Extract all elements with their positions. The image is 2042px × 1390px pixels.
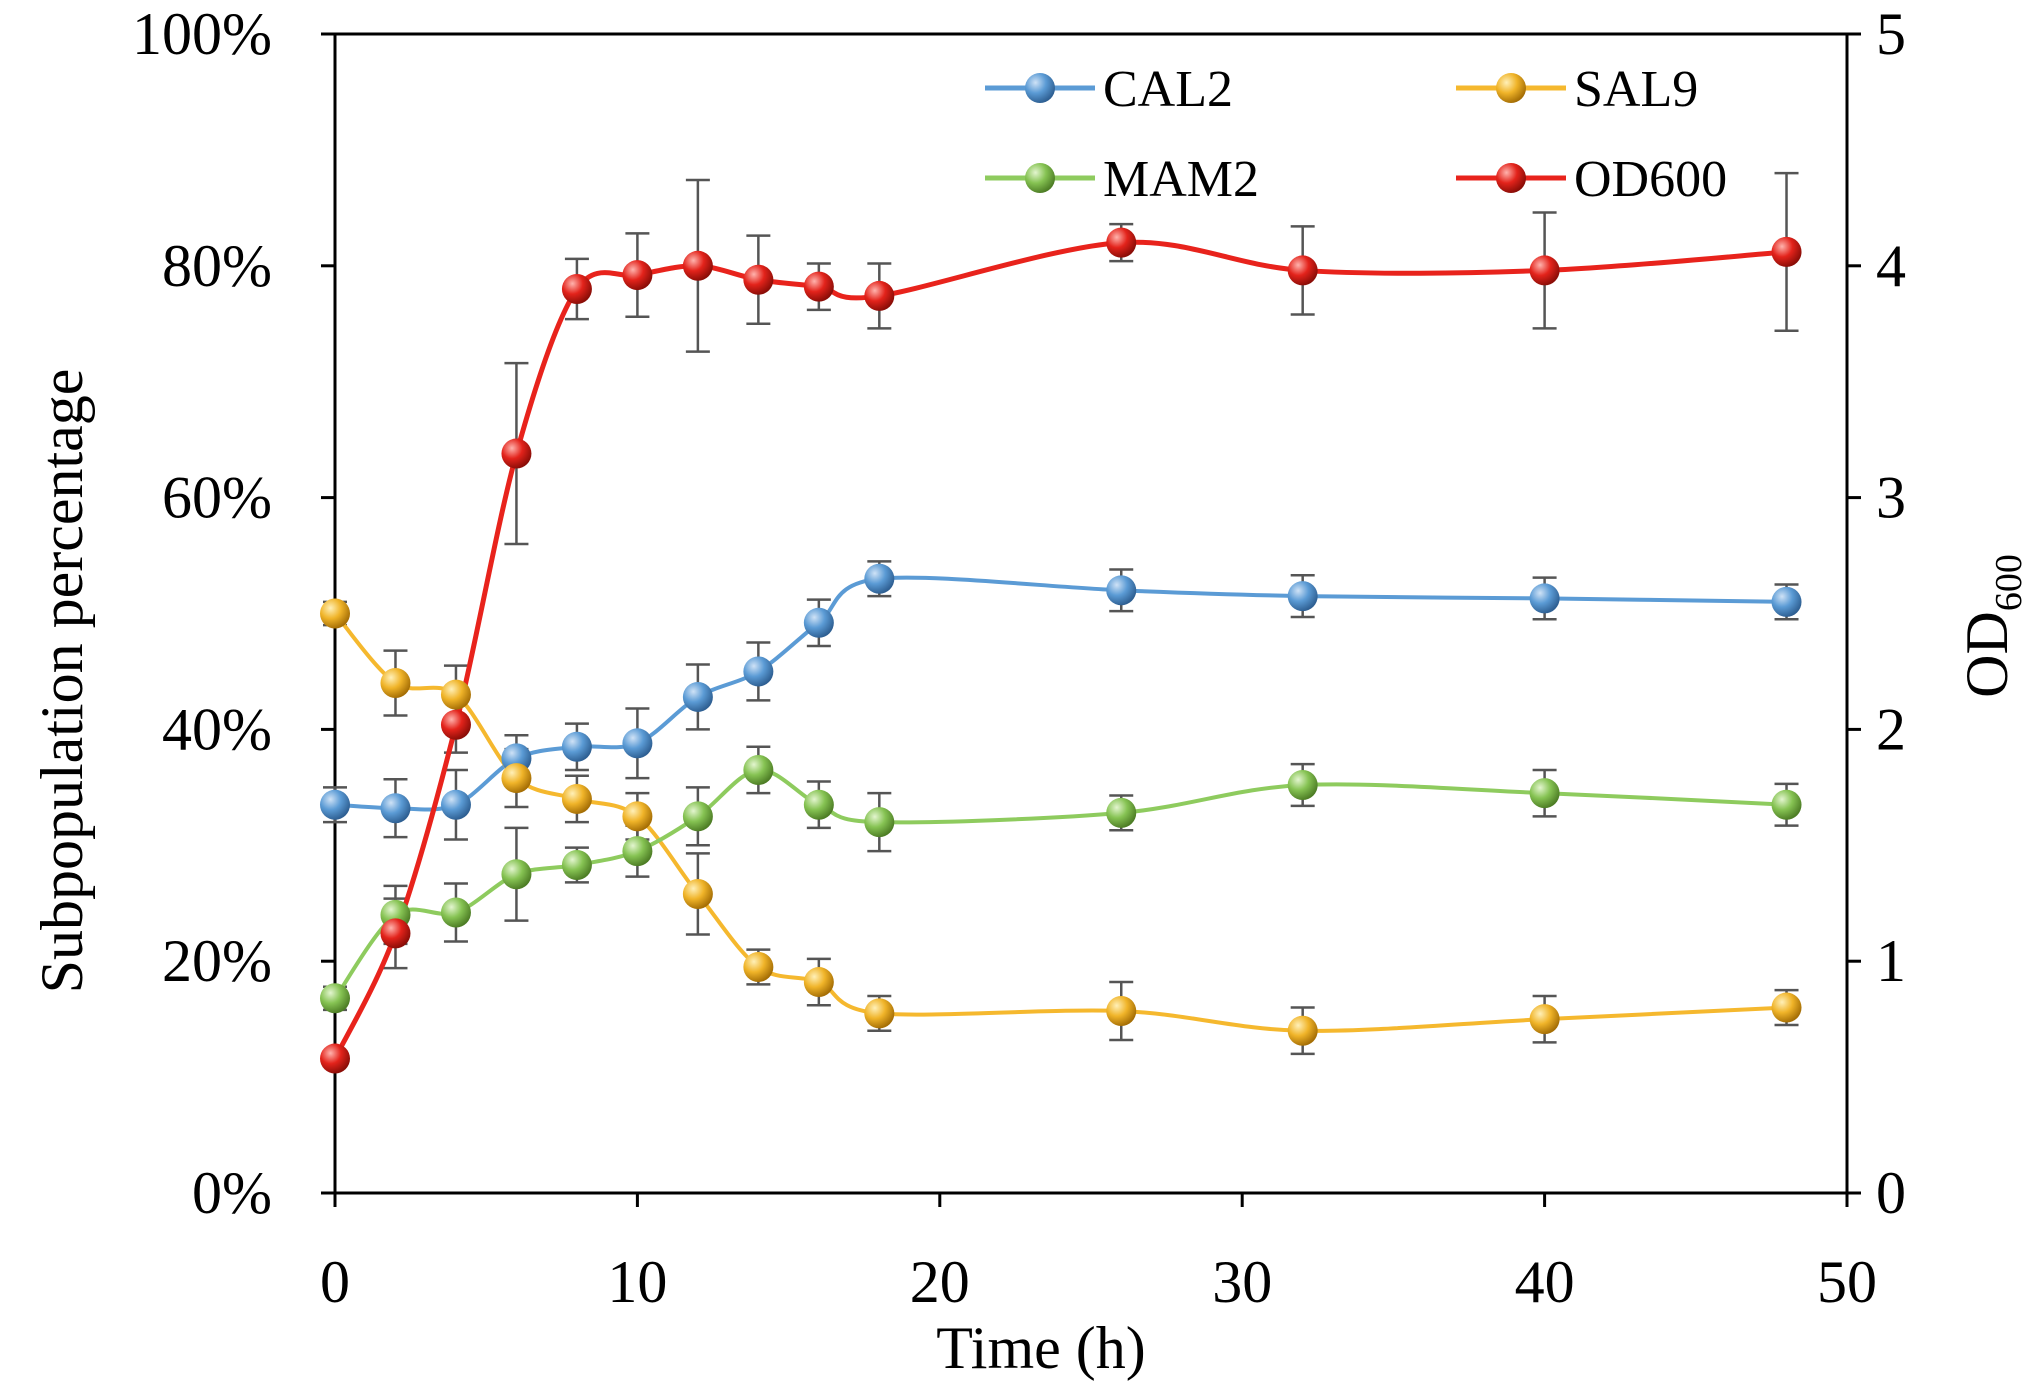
legend-marker-od600 [1496,163,1526,193]
data-point-sal9 [1106,996,1137,1027]
y-tick-label-left: 80% [162,233,272,299]
y-tick-label-left: 100% [132,1,272,67]
data-point-mam2 [440,897,471,928]
data-point-mam2 [864,807,895,838]
data-point-mam2 [803,789,834,820]
data-point-cal2 [320,789,350,820]
data-point-cal2 [622,728,653,759]
data-point-cal2 [864,563,895,594]
data-point-od600 [622,260,653,291]
legend-marker-cal2 [1025,73,1055,103]
data-point-od600 [864,280,895,311]
data-point-mam2 [1529,778,1560,809]
series-line-sal9 [333,612,1787,1033]
data-point-sal9 [682,878,713,909]
y-tick-label-right: 3 [1876,465,1906,531]
data-point-od600 [1529,255,1560,286]
data-point-sal9 [440,679,471,710]
data-point-cal2 [1106,575,1137,606]
legend: CAL2 SAL9 MAM2 OD600 [985,61,1727,208]
data-point-od600 [501,438,532,469]
data-point-cal2 [380,793,411,824]
data-point-sal9 [1529,1004,1560,1035]
data-point-sal9 [501,763,532,794]
data-point-cal2 [1529,583,1560,614]
y-axis-title-right: OD600 [1954,554,2030,698]
data-point-od600 [1106,227,1137,258]
data-point-sal9 [1771,992,1802,1023]
y-tick-label-right: 4 [1876,233,1906,299]
data-point-cal2 [1771,586,1802,617]
x-tick-label: 40 [1515,1249,1575,1315]
data-point-od600 [1771,236,1802,267]
legend-label-sal9: SAL9 [1574,61,1698,118]
x-tick-label: 10 [607,1249,667,1315]
series-line-od600 [332,239,1787,1060]
data-point-cal2 [682,681,713,712]
data-point-cal2 [743,656,774,687]
x-axis-title: Time (h) [936,1315,1145,1381]
data-point-od600 [803,271,834,302]
series-line-cal2 [334,575,1787,812]
data-point-od600 [440,709,471,740]
y-tick-label-left: 20% [162,928,272,994]
y-tick-label-right: 1 [1876,928,1906,994]
data-point-sal9 [864,998,895,1029]
data-point-sal9 [622,801,653,832]
series-line-mam2 [333,767,1787,1000]
data-point-mam2 [501,859,532,890]
series-markers [320,227,1802,1074]
y-tick-label-left: 0% [192,1160,272,1226]
data-point-sal9 [561,783,592,814]
error-bars [323,171,1799,1067]
data-point-mam2 [1106,797,1137,828]
y-axis-title-left: Subpopulation percentage [29,369,95,994]
data-point-mam2 [1771,789,1802,820]
data-point-mam2 [622,836,653,867]
data-point-sal9 [1287,1015,1318,1046]
data-point-od600 [380,918,411,949]
legend-marker-mam2 [1025,163,1055,193]
x-tick-label: 0 [320,1249,350,1315]
data-point-od600 [682,250,713,281]
data-point-od600 [1287,255,1318,286]
data-point-mam2 [320,983,350,1014]
data-point-od600 [561,273,592,304]
legend-label-od600: OD600 [1574,151,1727,208]
y-tick-label-left: 60% [162,465,272,531]
data-point-mam2 [743,754,774,785]
data-point-cal2 [440,789,471,820]
legend-label-cal2: CAL2 [1103,61,1233,118]
data-point-sal9 [380,668,411,699]
series-lines [332,239,1787,1060]
y-tick-label-right: 0 [1876,1160,1906,1226]
legend-label-mam2: MAM2 [1103,151,1259,208]
legend-marker-sal9 [1496,73,1526,103]
data-point-od600 [320,1043,350,1074]
data-point-cal2 [803,607,834,638]
data-point-sal9 [320,598,350,629]
y-tick-label-right: 5 [1876,1,1906,67]
y-tick-label-right: 2 [1876,696,1906,762]
data-point-sal9 [803,967,834,998]
data-point-mam2 [682,801,713,832]
x-tick-label: 20 [910,1249,970,1315]
data-point-cal2 [561,731,592,762]
data-point-mam2 [561,850,592,881]
data-point-mam2 [1287,770,1318,801]
data-point-sal9 [743,951,774,982]
x-tick-label: 50 [1817,1249,1877,1315]
data-point-od600 [743,264,774,295]
y-tick-label-left: 40% [162,696,272,762]
x-tick-label: 30 [1212,1249,1272,1315]
data-point-cal2 [1287,581,1318,612]
